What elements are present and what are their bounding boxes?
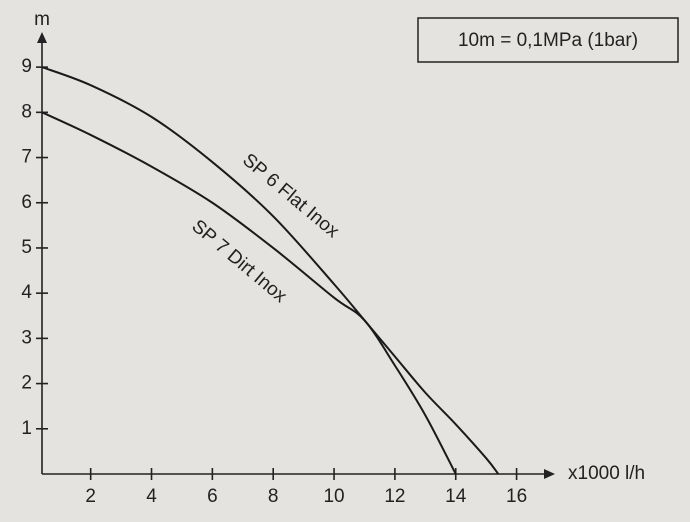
y-tick-label: 7: [21, 147, 32, 168]
x-tick-label: 10: [323, 486, 344, 507]
x-axis-label: x1000 l/h: [568, 463, 645, 484]
annotation: 10m = 0,1MPa (1bar): [458, 30, 638, 51]
x-axis-arrow: [544, 469, 555, 479]
y-tick-label: 9: [21, 56, 32, 77]
y-tick-label: 8: [21, 101, 32, 122]
y-tick-label: 4: [21, 282, 32, 303]
x-tick-label: 4: [146, 486, 157, 507]
series-label: SP 7 Dirt Inox: [188, 216, 291, 308]
y-tick-label: 5: [21, 237, 32, 258]
y-axis-arrow: [37, 32, 47, 43]
x-tick-label: 2: [85, 486, 96, 507]
y-tick-label: 2: [21, 373, 32, 394]
y-tick-label: 6: [21, 192, 32, 213]
annotation-box: [417, 17, 679, 63]
x-tick-label: 16: [506, 486, 527, 507]
y-tick-label: 1: [21, 418, 32, 439]
x-tick-label: 14: [445, 486, 467, 507]
y-tick-label: 3: [21, 327, 32, 348]
x-tick-label: 8: [268, 486, 279, 507]
series-label: SP 6 Flat Inox: [238, 150, 343, 243]
series-line: [41, 111, 457, 475]
y-axis-label: m: [34, 9, 50, 30]
x-tick-label: 12: [384, 486, 405, 507]
series-line: [41, 66, 500, 475]
x-tick-label: 6: [207, 486, 218, 507]
